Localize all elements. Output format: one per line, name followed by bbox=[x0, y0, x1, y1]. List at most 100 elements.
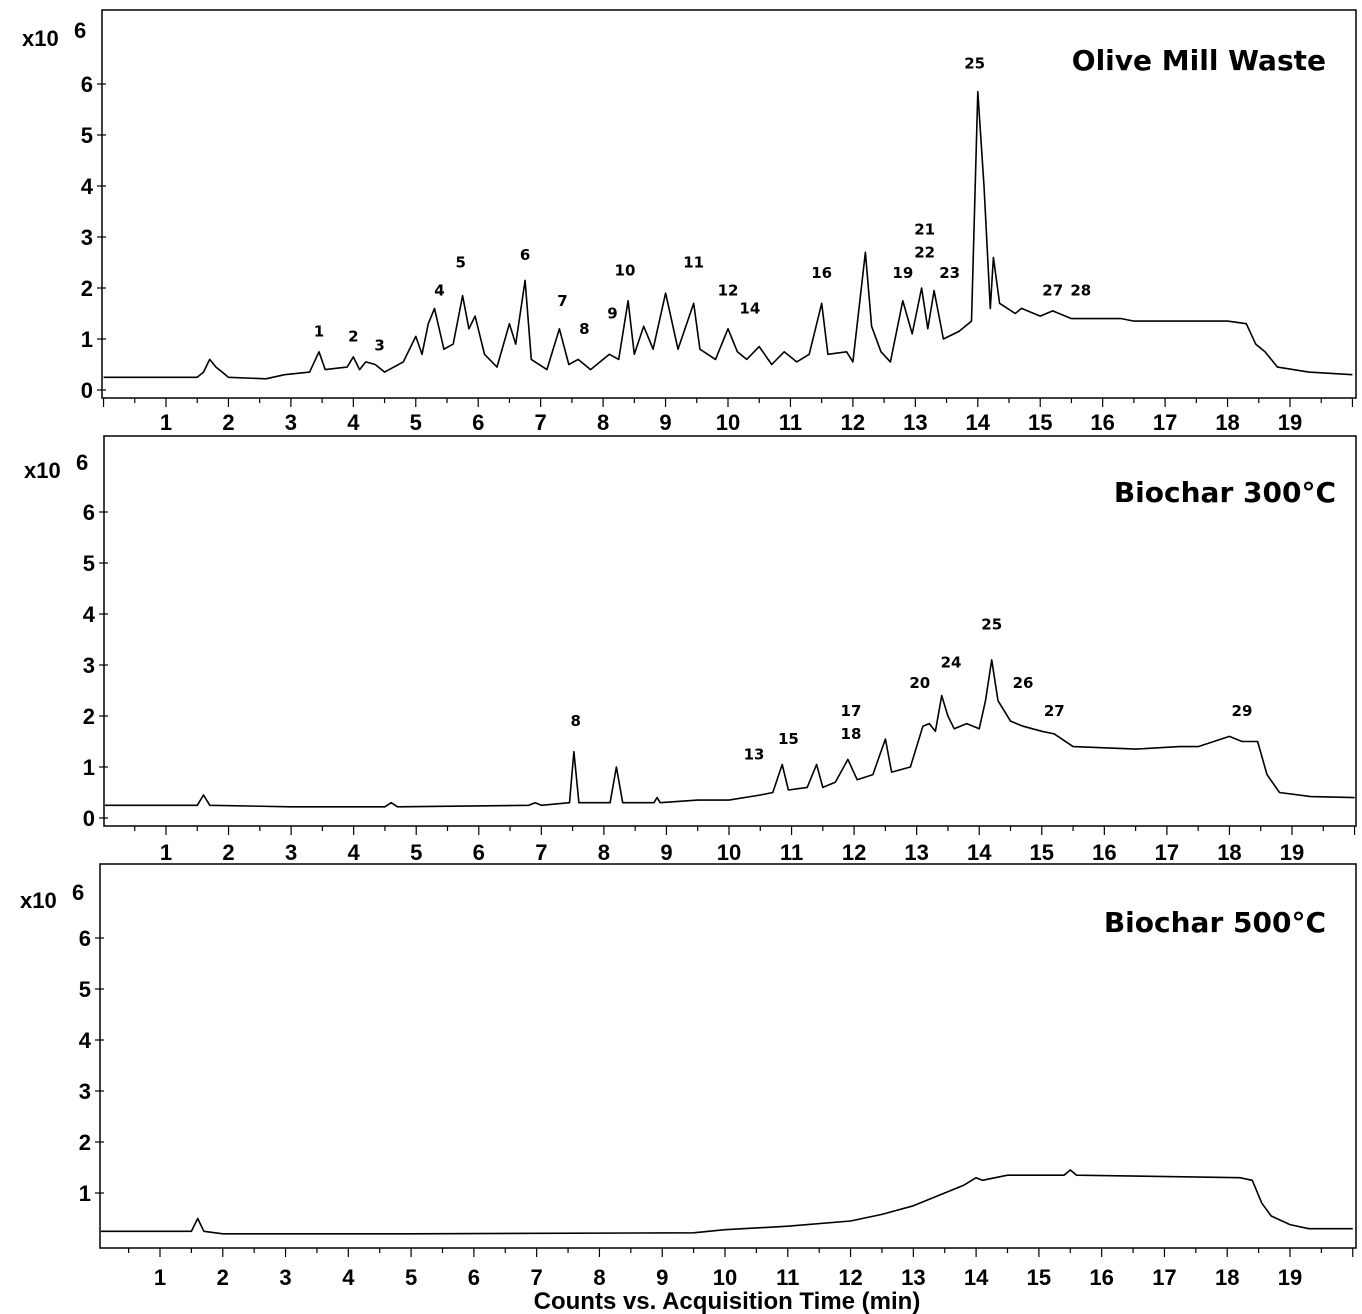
peak-label-25: 25 bbox=[964, 55, 985, 73]
x-tick-label: 16 bbox=[1090, 410, 1114, 435]
x-tick-label: 7 bbox=[535, 410, 547, 435]
peak-label-12: 12 bbox=[718, 282, 739, 300]
x-tick-label: 5 bbox=[410, 840, 422, 865]
x-tick-label: 18 bbox=[1215, 1265, 1239, 1290]
x-tick-label: 13 bbox=[904, 840, 928, 865]
y-tick-label: 5 bbox=[81, 123, 93, 148]
y-tick-label: 6 bbox=[83, 500, 95, 525]
peak-label-8: 8 bbox=[571, 712, 581, 730]
x-tick-label: 4 bbox=[342, 1265, 355, 1290]
x-tick-label: 2 bbox=[222, 840, 234, 865]
x-tick-label: 19 bbox=[1278, 1265, 1302, 1290]
peak-label-27: 27 bbox=[1044, 702, 1065, 720]
x-tick-label: 15 bbox=[1027, 1265, 1051, 1290]
y-multiplier-exponent: 6 bbox=[76, 450, 88, 475]
x-tick-label: 18 bbox=[1217, 840, 1241, 865]
y-tick-label: 5 bbox=[79, 977, 91, 1002]
x-tick-label: 5 bbox=[405, 1265, 417, 1290]
x-tick-label: 6 bbox=[472, 410, 484, 435]
peak-label-21: 21 bbox=[914, 220, 935, 238]
peak-label-18: 18 bbox=[841, 725, 862, 743]
x-tick-label: 12 bbox=[838, 1265, 862, 1290]
y-tick-label: 4 bbox=[81, 174, 94, 199]
y-tick-label: 3 bbox=[79, 1079, 91, 1104]
x-tick-label: 10 bbox=[716, 410, 740, 435]
peak-label-3: 3 bbox=[374, 337, 384, 355]
x-tick-label: 15 bbox=[1028, 410, 1052, 435]
peak-label-20: 20 bbox=[909, 674, 930, 692]
peak-label-13: 13 bbox=[744, 745, 765, 763]
y-tick-label: 1 bbox=[79, 1181, 91, 1206]
x-tick-label: 12 bbox=[842, 840, 866, 865]
peak-label-1: 1 bbox=[314, 322, 324, 340]
x-tick-label: 16 bbox=[1089, 1265, 1113, 1290]
y-tick-label: 5 bbox=[83, 551, 95, 576]
y-tick-label: 3 bbox=[81, 225, 93, 250]
x-tick-label: 9 bbox=[660, 840, 672, 865]
x-tick-label: 19 bbox=[1278, 410, 1302, 435]
chart-title: Biochar 500°C bbox=[1104, 906, 1326, 939]
plot-frame bbox=[103, 435, 1357, 827]
peak-label-27: 27 bbox=[1042, 282, 1063, 300]
plot-frame bbox=[99, 863, 1357, 1249]
peak-label-8: 8 bbox=[579, 320, 589, 338]
x-tick-label: 2 bbox=[222, 410, 234, 435]
peak-label-9: 9 bbox=[607, 305, 617, 323]
x-tick-label: 14 bbox=[967, 840, 992, 865]
x-tick-label: 5 bbox=[410, 410, 422, 435]
peak-label-22: 22 bbox=[914, 243, 935, 261]
chromatogram-trace bbox=[101, 1169, 1353, 1235]
x-tick-label: 11 bbox=[779, 410, 802, 435]
x-tick-label: 9 bbox=[659, 410, 671, 435]
peak-label-4: 4 bbox=[434, 282, 444, 300]
x-tick-label: 11 bbox=[780, 840, 803, 865]
peak-label-15: 15 bbox=[778, 730, 799, 748]
peak-label-23: 23 bbox=[939, 264, 960, 282]
peak-label-25: 25 bbox=[981, 615, 1002, 633]
chromatogram-trace bbox=[105, 659, 1355, 808]
peak-label-14: 14 bbox=[739, 300, 760, 318]
y-tick-label: 4 bbox=[83, 602, 96, 627]
x-tick-label: 13 bbox=[903, 410, 927, 435]
x-tick-label: 8 bbox=[593, 1265, 605, 1290]
x-tick-label: 3 bbox=[285, 410, 297, 435]
x-tick-label: 10 bbox=[717, 840, 741, 865]
x-tick-label: 1 bbox=[160, 410, 172, 435]
y-tick-label: 4 bbox=[79, 1028, 92, 1053]
x-tick-label: 8 bbox=[598, 840, 610, 865]
x-axis-label: Counts vs. Acquisition Time (min) bbox=[534, 1288, 921, 1314]
peak-label-16: 16 bbox=[811, 264, 832, 282]
x-tick-label: 13 bbox=[901, 1265, 925, 1290]
x-tick-label: 4 bbox=[347, 410, 360, 435]
y-multiplier-label: x10 bbox=[20, 888, 57, 913]
x-tick-label: 6 bbox=[473, 840, 485, 865]
x-tick-label: 8 bbox=[597, 410, 609, 435]
peak-label-28: 28 bbox=[1070, 282, 1091, 300]
y-tick-label: 1 bbox=[81, 327, 93, 352]
x-tick-label: 18 bbox=[1215, 410, 1239, 435]
y-tick-label: 1 bbox=[83, 755, 95, 780]
y-tick-label: 2 bbox=[81, 276, 93, 301]
chromatogram-trace bbox=[103, 90, 1353, 380]
x-tick-label: 14 bbox=[964, 1265, 989, 1290]
chart-title: Olive Mill Waste bbox=[1072, 44, 1326, 77]
peak-label-17: 17 bbox=[841, 702, 862, 720]
x-tick-label: 4 bbox=[348, 840, 361, 865]
x-tick-label: 7 bbox=[531, 1265, 543, 1290]
chart-title: Biochar 300°C bbox=[1114, 476, 1336, 509]
x-tick-label: 17 bbox=[1155, 840, 1179, 865]
x-tick-label: 9 bbox=[656, 1265, 668, 1290]
x-tick-label: 1 bbox=[154, 1265, 166, 1290]
y-tick-label: 6 bbox=[81, 72, 93, 97]
plot-frame bbox=[101, 9, 1357, 399]
x-tick-label: 2 bbox=[217, 1265, 229, 1290]
x-tick-label: 7 bbox=[535, 840, 547, 865]
x-tick-label: 17 bbox=[1152, 1265, 1176, 1290]
x-tick-label: 15 bbox=[1030, 840, 1054, 865]
peak-label-10: 10 bbox=[615, 261, 636, 279]
x-tick-label: 16 bbox=[1092, 840, 1116, 865]
